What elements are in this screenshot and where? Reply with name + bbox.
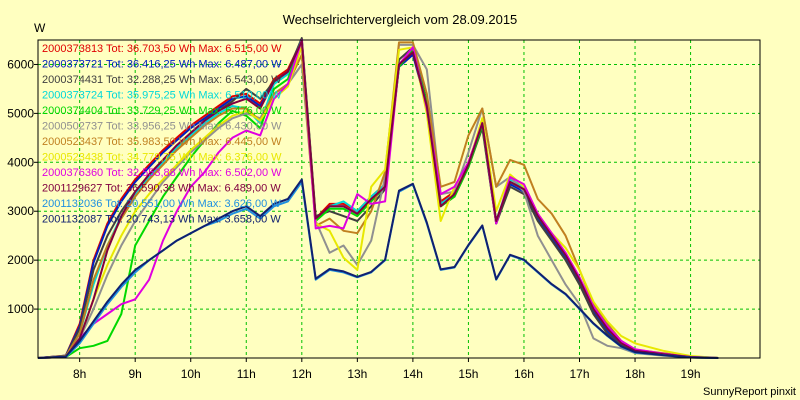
x-tick-label: 13h	[347, 367, 367, 381]
x-tick-label: 12h	[292, 367, 312, 381]
legend-item-4: 2000373724 Tot: 35.975,25 Wh Max: 6.510,…	[42, 90, 282, 102]
x-tick-label: 8h	[73, 367, 86, 381]
legend-item-1: 2000373813 Tot: 36.703,50 Wh Max: 6.515,…	[42, 43, 282, 55]
legend-item-7: 2000523437 Tot: 35.983,50 Wh Max: 6.445,…	[42, 136, 282, 148]
series-line-6	[37, 43, 719, 359]
series-line-7	[37, 41, 719, 359]
legend: 2000373813 Tot: 36.703,50 Wh Max: 6.515,…	[42, 43, 282, 226]
y-tick-label: 2000	[7, 253, 34, 267]
chart-title: Wechselrichtervergleich vom 28.09.2015	[283, 12, 518, 27]
x-tick-label: 14h	[403, 367, 423, 381]
x-tick-label: 10h	[181, 367, 201, 381]
y-tick-label: 4000	[7, 155, 34, 169]
footer-credit: SunnyReport pinxit	[703, 386, 796, 398]
y-tick-label: 6000	[7, 57, 34, 71]
y-axis-unit: W	[34, 21, 46, 35]
x-tick-label: 11h	[237, 367, 256, 381]
y-tick-label: 1000	[7, 302, 34, 316]
axis-ticks: 8h 9h 10h 11h 12h 13h 14h 15h 16h 17h 18h 19h 1000 20…	[7, 57, 700, 381]
series-line-10	[37, 40, 719, 359]
y-tick-label: 5000	[7, 106, 34, 120]
plot-frame	[37, 39, 761, 359]
x-tick-label: 17h	[569, 367, 589, 381]
y-tick-label: 3000	[7, 204, 34, 218]
legend-item-2: 2000373721 Tot: 36.416,25 Wh Max: 6.487,…	[42, 59, 282, 71]
series-lines	[37, 37, 719, 359]
x-tick-label: 16h	[514, 367, 534, 381]
series-line-9	[37, 39, 719, 359]
legend-item-9: 2000376360 Tot: 32.553,88 Wh Max: 6.502,…	[42, 167, 282, 179]
series-line-12	[37, 178, 719, 359]
x-tick-label: 18h	[625, 367, 645, 381]
legend-item-6: 2000502737 Tot: 33.956,25 Wh Max: 6.430,…	[42, 121, 282, 133]
series-line-8	[37, 45, 719, 359]
x-tick-label: 15h	[458, 367, 478, 381]
legend-item-3: 2000374431 Tot: 32.288,25 Wh Max: 6.543,…	[42, 74, 282, 86]
x-tick-label: 9h	[129, 367, 142, 381]
legend-item-12: 2001132087 Tot: 20.743,13 Wh Max: 3.658,…	[42, 214, 281, 226]
legend-item-11: 2001132036 Tot: 20.551,00 Wh Max: 3.626,…	[42, 198, 281, 210]
legend-item-5: 2000374404 Tot: 33.729,25 Wh Max: 6.476,…	[42, 105, 282, 117]
legend-item-8: 2000523438 Tot: 34.779,75 Wh Max: 6.376,…	[42, 152, 282, 164]
legend-item-10: 2001129627 Tot: 36.590,38 Wh Max: 6.489,…	[42, 183, 281, 195]
x-tick-label: 19h	[681, 367, 701, 381]
